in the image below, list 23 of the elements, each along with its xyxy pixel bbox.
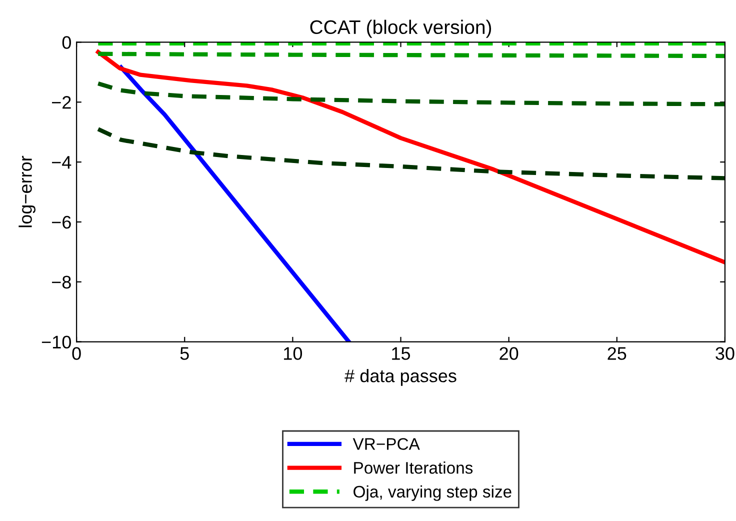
y-tick-label: −8 xyxy=(52,276,71,289)
x-tick-label: 30 xyxy=(716,347,734,360)
y-axis-title: log−error xyxy=(18,156,36,228)
chart-title: CCAT (block version) xyxy=(310,20,492,38)
x-tick-label: 0 xyxy=(72,347,81,360)
y-tick-label: −2 xyxy=(52,96,71,109)
x-tick-label: 10 xyxy=(284,347,302,360)
x-tick-label: 15 xyxy=(392,347,410,360)
y-tick-label: −6 xyxy=(52,216,71,229)
x-axis-title: # data passes xyxy=(344,369,456,386)
line-series xyxy=(96,126,725,180)
x-tick-label: 5 xyxy=(180,347,189,360)
y-tick-label: −10 xyxy=(42,336,71,348)
legend-label: Oja, varying step size xyxy=(354,485,512,501)
x-tick-label: 20 xyxy=(500,347,518,360)
line-series xyxy=(118,65,351,342)
legend-label: VR−PCA xyxy=(352,438,420,450)
line-series xyxy=(96,50,725,264)
x-tick-label: 25 xyxy=(608,347,626,360)
y-tick-label: −4 xyxy=(52,156,72,169)
line-series xyxy=(96,81,725,106)
y-tick-label: 0 xyxy=(62,36,71,49)
legend-label: Power Iterations xyxy=(354,462,473,474)
